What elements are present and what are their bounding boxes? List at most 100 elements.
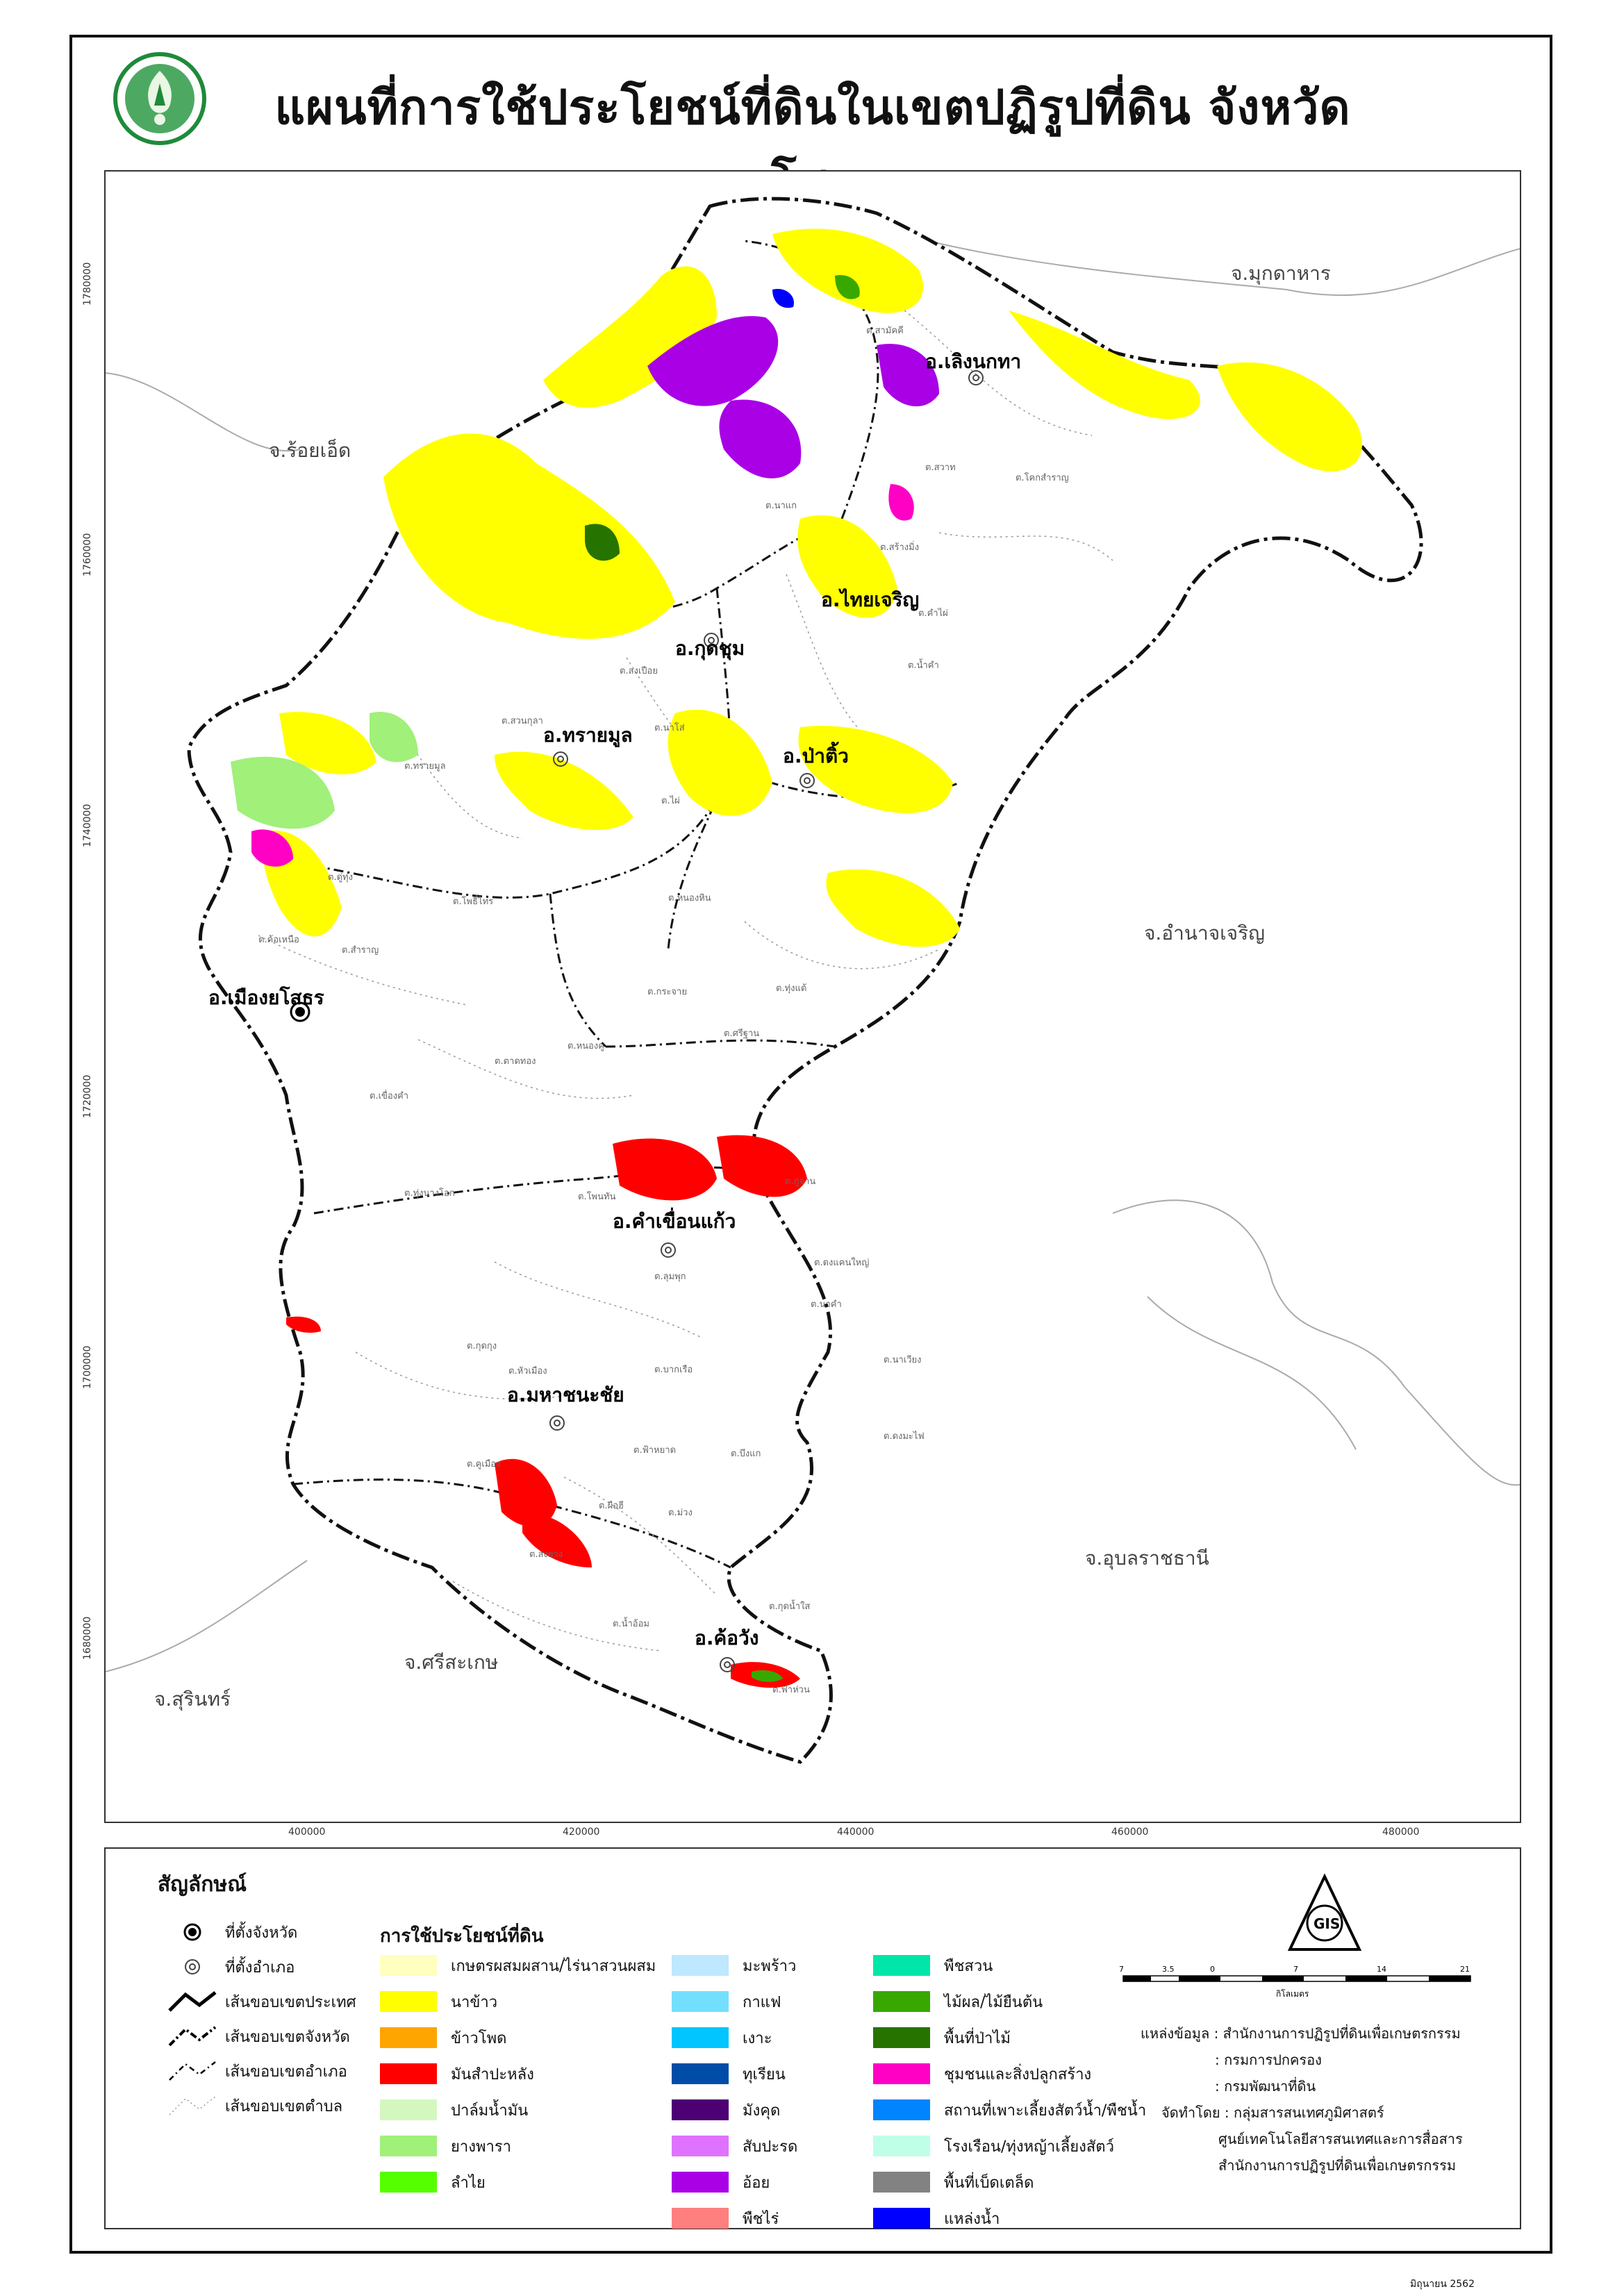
subdistrict-label: ต.ตาดทอง [495, 1056, 536, 1067]
district-label: อ.มหาชนะชัย [507, 1383, 624, 1406]
landuse-legend-item: พืชไร่ [672, 2206, 779, 2231]
subdistrict-label: ต.นาแก [765, 501, 797, 511]
legend-label: กาแฟ [743, 1993, 781, 2011]
legend-swatch [672, 1991, 729, 2012]
legend-swatch [672, 2208, 729, 2229]
subdistrict-boundaries [258, 310, 1113, 1652]
svg-text:GIS: GIS [1314, 1915, 1340, 1932]
landuse-legend-item: แหล่งน้ำ [873, 2206, 1000, 2231]
landuse-legend-item: โรงเรือน/ทุ่งหญ้าเลี้ยงสัตว์ [873, 2133, 1114, 2158]
scale-bar: 7 3.5 0 7 14 21 กิโลเมตร [1116, 1963, 1505, 2005]
legend-label: ชุมชนและสิ่งปลูกสร้าง [944, 2065, 1092, 2083]
province-seat-icon [183, 1923, 201, 1941]
legend-symbol-label: เส้นขอบเขตประเทศ [225, 1993, 356, 2011]
subdistrict-label: ต.หัวเมือง [508, 1366, 547, 1376]
subdistrict-label: ต.ลุมพุก [654, 1272, 686, 1282]
province-label: จ.สุรินทร์ [154, 1688, 231, 1711]
subdistrict-label: ต.สร้างมิ่ง [880, 542, 920, 553]
subdistrict-label: ต.ผือฮี [599, 1501, 624, 1511]
map-canvas[interactable] [106, 172, 1521, 1823]
district-label: อ.ไทยเจริญ [821, 588, 920, 611]
legend-province-border: เส้นขอบเขตจังหวัด [168, 2022, 350, 2050]
legend-label: ข้าวโพด [451, 2029, 507, 2047]
subdistrict-label: ต.สงยาง [529, 1549, 563, 1560]
landuse-legend-item: ไม้ผล/ไม้ยืนต้น [873, 1989, 1043, 2014]
legend-swatch [672, 2172, 729, 2193]
landuse-legend-item: มังคุด [672, 2097, 780, 2122]
landuse-legend-item: พื้นที่ป่าไม้ [873, 2025, 1011, 2050]
x-tick-bottom-3: 440000 [837, 1827, 875, 1838]
subdistrict-label: ต.หนองหิน [668, 893, 711, 904]
legend-label: โรงเรือน/ทุ่งหญ้าเลี้ยงสัตว์ [944, 2138, 1114, 2156]
district-seat-markers [549, 370, 984, 1672]
source-line: แหล่งข้อมูล : สำนักงานการปฏิรูปที่ดินเพื… [1141, 2025, 1461, 2042]
subdistrict-label: ต.น้ำอ้อม [613, 1619, 649, 1629]
subdistrict-label: ต.โคกสำราญ [1016, 473, 1069, 483]
subdistrict-label: ต.กระจาย [647, 987, 687, 997]
landuse-legend-item: ปาล์มน้ำมัน [380, 2097, 528, 2122]
source-line: ศูนย์เทคโนโลยีสารสนเทศและการสื่อสาร [1218, 2131, 1463, 2147]
subdistrict-label: ต.ศรีฐาน [724, 1029, 760, 1039]
subdistrict-label: ต.นาเวียง [884, 1355, 922, 1365]
subdistrict-label: ต.ทุ่งแต้ [776, 983, 807, 994]
subdistrict-label: ต.โพนทัน [578, 1192, 616, 1202]
y-tick-4: 1720000 [82, 1074, 93, 1118]
y-tick-3: 1740000 [82, 804, 93, 847]
legend-swatch [873, 2099, 930, 2120]
subdistrict-label: ต.คำไผ่ [918, 608, 948, 619]
province-label: จ.อำนาจเจริญ [1144, 922, 1265, 945]
legend-symbol-label: เส้นขอบเขตจังหวัด [225, 2028, 350, 2046]
landuse-legend-item: มะพร้าว [672, 1953, 796, 1978]
legend-label: ไม้ผล/ไม้ยืนต้น [944, 1993, 1043, 2011]
subdistrict-label: ต.นาโส่ [654, 723, 685, 733]
legend-label: อ้อย [743, 2174, 770, 2192]
landuse-legend-item: นาข้าว [380, 1989, 497, 2014]
legend-label: ปาล์มน้ำมัน [451, 2102, 529, 2120]
legend-swatch [672, 2136, 729, 2156]
district-label: อ.เมืองยโสธร [208, 986, 324, 1009]
subdistrict-label: ต.น้ำคำ [908, 660, 939, 671]
legend-swatch [873, 1991, 930, 2012]
legend-symbol-label: ที่ตั้งจังหวัด [225, 1924, 298, 1942]
landuse-legend-item: อ้อย [672, 2170, 770, 2195]
district-border-icon [169, 2061, 216, 2081]
district-label: อ.ทรายมูล [543, 724, 633, 747]
legend-label: นาข้าว [451, 1993, 498, 2011]
subdistrict-label: ต.ทรายมูล [404, 761, 446, 772]
province-seat-marker [290, 1001, 310, 1022]
subdistrict-label: ต.นาคำ [811, 1299, 842, 1310]
province-label: จ.ร้อยเอ็ด [269, 439, 351, 462]
x-tick-bottom-2: 420000 [563, 1827, 600, 1838]
legend-swatch [873, 2208, 930, 2229]
subdistrict-label: ต.ทุ่งนางโอก [404, 1188, 455, 1199]
subdistrict-label: ต.ฟ้าห่วน [772, 1685, 810, 1695]
landuse-legend-item: เกษตรผสมผสาน/ไร่นาสวนผสม [380, 1953, 656, 1978]
subdistrict-label: ต.โพธิ์ไทร [453, 897, 494, 907]
legend-label: มะพร้าว [743, 1957, 797, 1975]
province-label: จ.ศรีสะเกษ [404, 1651, 499, 1674]
legend-swatch [672, 1955, 729, 1976]
legend-label: สับปะรด [743, 2138, 798, 2156]
subdistrict-label: ต.สำราญ [342, 945, 379, 956]
legend-province-seat: ที่ตั้งจังหวัด [168, 1918, 297, 1946]
legend-label: แหล่งน้ำ [944, 2210, 1000, 2228]
subdistrict-label: ต.เขื่องคำ [370, 1091, 409, 1101]
map-area[interactable]: 400000 420000 440000 460000 480000 จ.มุก… [104, 170, 1521, 1823]
scale-tick: 14 [1377, 1965, 1386, 1974]
north-arrow-icon: GIS [1287, 1873, 1362, 1951]
scale-unit: กิโลเมตร [1276, 1989, 1309, 1999]
subdistrict-label: ต.สวาท [925, 463, 956, 473]
legend-label: ทุเรียน [743, 2065, 786, 2083]
legend-swatch [380, 2172, 437, 2193]
legend-label: พื้นที่เบ็ดเตล็ด [944, 2174, 1034, 2192]
subdistrict-label: ต.ดงแคนใหญ่ [814, 1258, 870, 1268]
legend-swatch [672, 2027, 729, 2048]
legend-title: สัญลักษณ์ [158, 1872, 247, 1897]
landuse-legend-item: พืชสวน [873, 1953, 993, 1978]
map-date: มิถุนายน 2562 [1410, 2279, 1475, 2290]
landuse-legend-item: มันสำปะหลัง [380, 2061, 534, 2086]
legend-subdistrict-border: เส้นขอบเขตตำบล [168, 2092, 342, 2120]
district-label: อ.ค้อวัง [695, 1627, 759, 1649]
landuse-legend-item: ยางพารา [380, 2133, 511, 2158]
alro-seal-logo [113, 52, 206, 145]
